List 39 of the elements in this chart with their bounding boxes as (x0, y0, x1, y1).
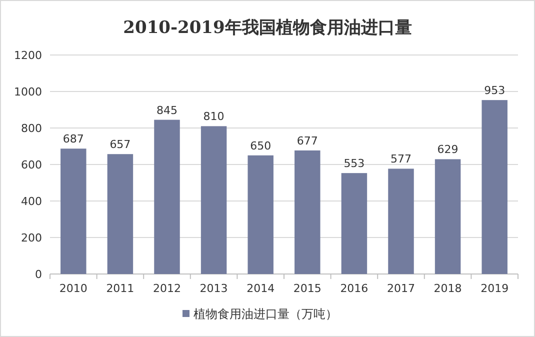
x-tick-label: 2018 (434, 282, 462, 295)
x-tick-label: 2017 (387, 282, 415, 295)
bar (482, 100, 508, 274)
y-tick-label: 400 (21, 195, 42, 208)
y-tick-label: 800 (21, 122, 42, 135)
y-tick-label: 600 (21, 158, 42, 172)
data-label: 553 (344, 157, 365, 170)
bar (154, 120, 180, 274)
y-tick-label: 1000 (14, 86, 42, 98)
data-label: 845 (156, 104, 178, 117)
data-label: 657 (110, 138, 131, 152)
x-tick-label: 2015 (293, 282, 322, 295)
x-tick-label: 2012 (153, 282, 181, 295)
x-tick-label: 2016 (340, 282, 368, 295)
data-label: 677 (296, 134, 318, 148)
y-tick-label: 200 (21, 232, 42, 244)
y-tick-label: 1200 (14, 49, 42, 62)
data-label: 687 (62, 132, 84, 146)
bar (294, 150, 320, 274)
bar (200, 126, 227, 274)
data-label: 629 (437, 143, 458, 156)
chart-title: 2010-2019年我国植物食用油进口量 (123, 18, 412, 38)
data-label: 650 (250, 139, 272, 152)
x-tick-label: 2010 (59, 282, 88, 295)
data-label: 953 (484, 84, 506, 98)
bar (434, 159, 461, 274)
legend-label: 植物食用油进口量（万吨） (194, 307, 338, 321)
bar (248, 155, 274, 274)
y-tick-label: 0 (35, 268, 42, 281)
data-label: 810 (203, 110, 224, 124)
x-tick-label: 2011 (106, 282, 134, 295)
x-tick-label: 2019 (480, 282, 509, 295)
data-label: 577 (390, 152, 412, 166)
bar (341, 173, 368, 274)
x-tick-label: 2013 (200, 282, 228, 295)
x-tick-label: 2014 (246, 282, 275, 295)
bar (107, 154, 134, 274)
bar (388, 168, 414, 274)
bar (60, 148, 86, 274)
